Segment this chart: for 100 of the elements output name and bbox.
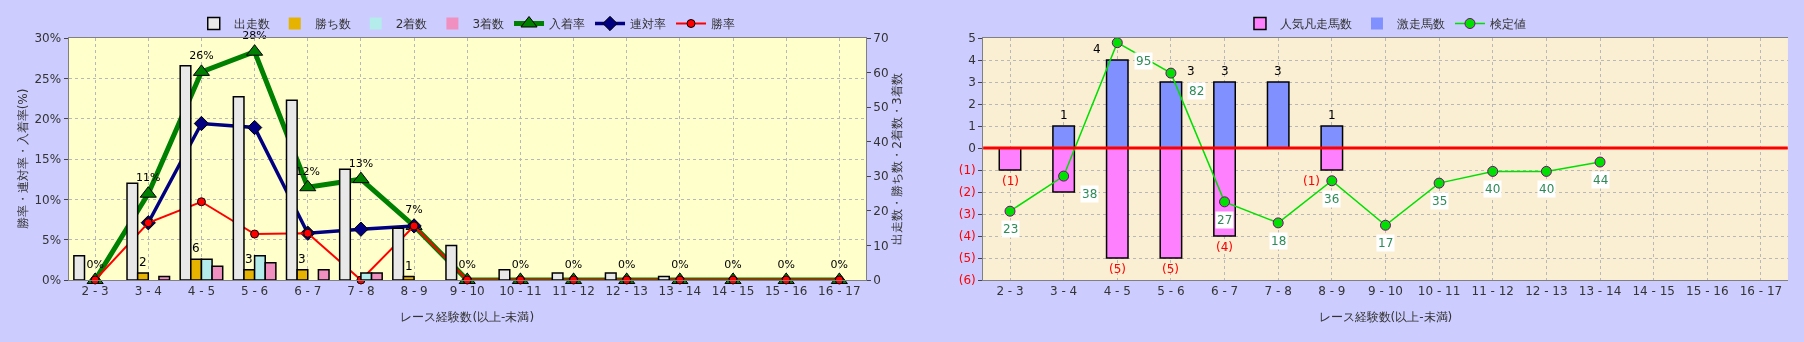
y2-tick-label: 10: [873, 238, 889, 253]
data-label: 3: [1221, 64, 1229, 78]
y-tick-label: 30%: [34, 31, 62, 46]
y2-tick-label: 40: [873, 134, 889, 149]
x-tick-label: 14 - 15: [711, 284, 755, 299]
data-label: 0%: [617, 257, 636, 271]
x-tick-label: 9 - 10: [1368, 284, 1403, 299]
data-label: (4): [1216, 240, 1233, 254]
x-tick-label: 5 - 6: [1157, 284, 1185, 299]
data-label: 82: [1189, 84, 1205, 98]
legend-label: 連対率: [630, 17, 667, 32]
x-tick-label: 12 - 13: [1525, 284, 1568, 299]
x-tick-label: 15 - 16: [764, 284, 808, 299]
data-label: 35: [1432, 194, 1448, 208]
x-tick-label: 4 - 5: [1103, 284, 1131, 299]
legend-label: 3着数: [472, 17, 505, 32]
data-label: 23: [1003, 222, 1019, 236]
x-tick-label: 8 - 9: [1318, 284, 1346, 299]
data-label: 0%: [511, 257, 530, 271]
x-tick-label: 12 - 13: [605, 284, 648, 299]
y-tick-label: 2: [968, 97, 976, 112]
y-tick-label: 5: [968, 31, 976, 46]
x-tick-label: 16 - 17: [1739, 284, 1783, 299]
y-tick-label: (2): [958, 185, 976, 200]
x-tick-label: 11 - 12: [1471, 284, 1514, 299]
y-tick-label: (3): [958, 207, 976, 222]
y2-tick-label: 0: [873, 273, 881, 288]
x-tick-label: 9 - 10: [449, 284, 485, 299]
y-tick-label: 1: [968, 119, 976, 134]
y-tick-label: 20%: [34, 111, 62, 126]
data-label: 1: [405, 259, 413, 273]
x-tick-label: 6 - 7: [294, 284, 322, 299]
y-tick-label: 25%: [34, 71, 62, 86]
x-tick-label: 7 - 8: [1264, 284, 1292, 299]
data-label: 0%: [724, 257, 742, 271]
data-label: 0%: [564, 257, 583, 271]
data-label: 0%: [671, 257, 689, 271]
data-label: 3: [245, 252, 253, 266]
x-tick-label: 2 - 3: [81, 284, 109, 299]
legend-label: 勝率: [711, 17, 736, 32]
y-tick-label: 5%: [42, 232, 62, 247]
legend-label: 人気凡走馬数: [1279, 17, 1352, 32]
legend-label: 勝ち数: [314, 17, 351, 32]
legend-label: 激走馬数: [1396, 17, 1445, 32]
data-label: 40: [1539, 182, 1555, 196]
data-label: 1: [1328, 108, 1336, 122]
data-label: 3: [1274, 64, 1282, 78]
data-label: 36: [1324, 192, 1340, 206]
data-label: 2: [139, 255, 147, 269]
data-label: 4: [1093, 42, 1101, 56]
data-label: 6: [192, 241, 200, 255]
y-tick-label: (6): [958, 273, 976, 288]
data-label: 3: [1187, 64, 1195, 78]
x-tick-label: 6 - 7: [1210, 284, 1239, 299]
data-label: 38: [1082, 187, 1098, 201]
x-tick-label: 3 - 4: [1050, 284, 1078, 299]
y-tick-label: 0%: [42, 273, 62, 288]
data-label: 3: [298, 252, 306, 266]
y2-tick-label: 60: [873, 65, 889, 80]
x-tick-label: 14 - 15: [1632, 284, 1675, 299]
data-label: 1: [1060, 108, 1068, 122]
data-label: (1): [1002, 174, 1019, 188]
legend-label: 出走数: [233, 17, 270, 32]
data-label: 13%: [348, 156, 374, 170]
data-label: 17: [1378, 236, 1394, 250]
x-tick-label: 13 - 14: [658, 284, 702, 299]
x-axis-title: レース経験数(以上-未満): [1318, 310, 1453, 325]
x-tick-label: 5 - 6: [240, 284, 269, 299]
y-tick-label: (4): [958, 229, 976, 244]
y-tick-label: 3: [968, 75, 976, 90]
y-tick-label: 0: [968, 141, 976, 156]
legend-label: 2着数: [395, 17, 428, 32]
data-label: 18: [1271, 234, 1287, 248]
y-tick-label: (1): [958, 163, 976, 178]
x-tick-label: 2 - 3: [996, 284, 1024, 299]
y2-tick-label: 70: [873, 31, 889, 46]
data-label: 27: [1217, 213, 1233, 227]
x-tick-label: 7 - 8: [347, 284, 375, 299]
data-label: 0%: [86, 257, 104, 271]
data-label: (5): [1162, 262, 1179, 276]
x-tick-label: 10 - 11: [499, 284, 542, 299]
data-label: 40: [1485, 182, 1501, 196]
data-label: 0%: [458, 257, 476, 271]
data-label: 26%: [189, 49, 214, 63]
x-tick-label: 16 - 17: [818, 284, 861, 299]
y-tick-label: 4: [968, 53, 976, 68]
x-axis-title: レース経験数(以上-未満): [400, 310, 535, 325]
data-label: 95: [1136, 54, 1152, 68]
data-label: (1): [1303, 174, 1320, 188]
data-label: 0%: [830, 257, 849, 271]
data-label: 7%: [405, 203, 423, 217]
x-tick-label: 3 - 4: [134, 284, 162, 299]
x-tick-label: 13 - 14: [1578, 284, 1622, 299]
legend-label: 入着率: [549, 17, 586, 32]
y-tick-label: 10%: [34, 192, 62, 207]
y2-tick-label: 50: [873, 100, 889, 115]
y-tick-label: 15%: [34, 152, 62, 167]
y2-axis-title: 出走数・勝ち数・2着数・3着数: [889, 73, 904, 245]
y2-tick-label: 30: [873, 169, 889, 184]
data-label: 44: [1593, 173, 1609, 187]
